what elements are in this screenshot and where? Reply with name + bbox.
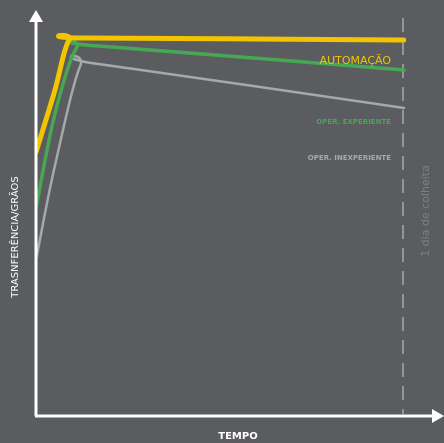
- harvest-day-annotation: 1 dia de colheita: [419, 165, 432, 257]
- series-layer: [36, 32, 406, 262]
- series-line-oper-experiente: [36, 39, 406, 210]
- legend-label-oper-inexperiente: OPER. INEXPERIENTE: [308, 154, 391, 162]
- x-axis-arrow-icon: [432, 409, 444, 423]
- legend-label-automacao: AUTOMAÇÃO: [320, 54, 392, 67]
- series-line-automacao: [36, 32, 406, 155]
- x-axis-title: TEMPO: [218, 431, 257, 442]
- y-axis-arrow-icon: [29, 10, 43, 22]
- y-axis-title: TRASNFERÊNCIA/GRÃOS: [8, 176, 21, 298]
- legend: AUTOMAÇÃO OPER. EXPERIENTE OPER. INEXPER…: [308, 54, 392, 162]
- series-line-oper-inexperiente: [36, 54, 406, 262]
- legend-label-oper-experiente: OPER. EXPERIENTE: [316, 118, 391, 126]
